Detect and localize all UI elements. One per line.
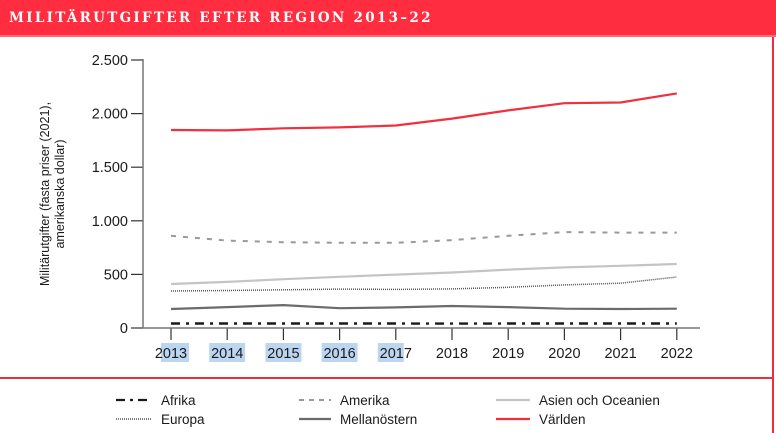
legend-swatch-europe [116, 418, 152, 420]
y-tick-label: 1.000 [92, 214, 128, 230]
legend-label-asia: Asien och Oceanien [539, 392, 660, 408]
legend-swatch-asia [496, 398, 530, 402]
y-tick-label: 0 [120, 321, 128, 337]
x-axis-selection-highlight [161, 343, 404, 362]
y-axis-title-line: Militärutgifter (fasta priser (2021), [38, 102, 52, 286]
x-tick-label: 2021 [604, 346, 636, 362]
x-tick-label: 2013 [155, 346, 187, 362]
legend-label-middle-east: Mellanöstern [340, 411, 418, 427]
series-line-asia [170, 262, 677, 286]
series-line-middle-east [170, 304, 677, 311]
x-tick-label: 2017 [380, 346, 412, 362]
legend-label-europe: Europa [161, 411, 205, 427]
series-lines [170, 92, 677, 325]
legend-item-asia: Asien och Oceanien [495, 391, 660, 409]
legend-separator [0, 377, 774, 379]
x-tick-label-selection [321, 343, 358, 362]
legend-item-world: Världen [495, 410, 586, 428]
legend-swatch-middle-east [299, 417, 331, 421]
frame-right-border [772, 37, 774, 433]
legend-label-america: Amerika [340, 392, 390, 408]
legend-swatch-america [299, 399, 331, 401]
legend-item-middle-east: Mellanöstern [298, 410, 417, 428]
legend-label-africa: Afrika [161, 392, 196, 408]
series-line-world [170, 92, 677, 132]
x-tick-label: 2015 [267, 346, 299, 362]
chart-title: MILITÄRUTGIFTER EFTER REGION 2013–22 [9, 10, 433, 26]
series-line-europe [170, 276, 677, 292]
legend-swatch-world [496, 417, 530, 421]
y-axis-title-line: amerikanska dollar) [53, 139, 67, 248]
x-tick-label: 2022 [661, 346, 693, 362]
legend-item-africa: Afrika [115, 391, 196, 409]
y-tick-label: 2.000 [92, 107, 128, 123]
legend-swatch-africa [116, 398, 152, 402]
x-tick-label-selection [265, 343, 302, 362]
y-axis-ticks: 0 500 1.000 1.500 2.000 2.500 [92, 53, 143, 337]
x-tick-label: 2019 [492, 346, 524, 362]
legend-label-world: Världen [539, 411, 586, 427]
x-tick-label: 2016 [323, 346, 355, 362]
legend-item-america: Amerika [298, 391, 390, 409]
x-tick-label: 2014 [211, 346, 243, 362]
legend-item-europe: Europa [115, 410, 205, 428]
x-tick-label-selection [377, 343, 404, 362]
y-tick-label: 1.500 [92, 160, 128, 176]
chart-header: MILITÄRUTGIFTER EFTER REGION 2013–22 [0, 0, 776, 37]
line-chart: Militärutgifter (fasta priser (2021), ame… [38, 53, 700, 362]
x-tick-label-selection [161, 343, 189, 362]
x-tick-label: 2020 [548, 346, 580, 362]
x-tick-label-selection [209, 343, 246, 362]
x-tick-label: 2018 [436, 346, 468, 362]
series-line-america [170, 231, 677, 244]
x-axis-ticks: 2013 2014 2015 2016 2017 2018 2019 2020 2021 2022 [155, 328, 693, 362]
y-tick-label: 2.500 [92, 53, 128, 69]
y-axis-label: Militärutgifter (fasta priser (2021), ame… [38, 102, 67, 286]
y-tick-label: 500 [104, 267, 128, 283]
